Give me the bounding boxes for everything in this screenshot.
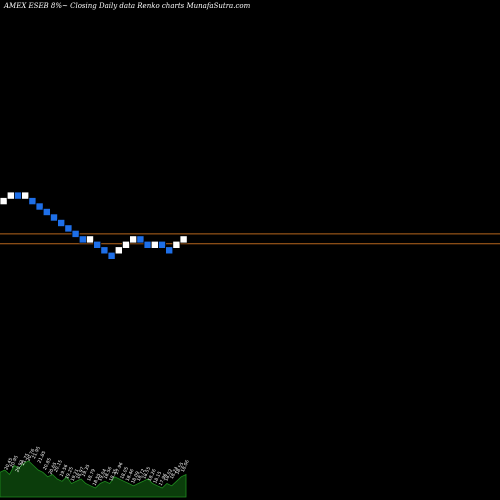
renko-bricks [0,191,188,260]
volume-label: 18.26 [147,468,158,482]
volume-label: 18.09 [130,470,141,484]
volume-label: 18.15 [152,470,163,484]
renko-brick-up [172,240,181,249]
volume-label: 19.56 [59,464,70,478]
volume-label: 20.15 [53,459,64,473]
renko-brick-down [157,240,166,249]
renko-brick-up [129,235,138,244]
renko-brick-down [100,246,109,255]
volume-label: 20.95 [9,455,20,469]
volume-label: 18.97 [75,466,86,480]
volume-label: 17.96 [114,461,125,475]
volume-label: 18.05 [119,466,130,480]
volume-label: 18.46 [125,468,136,482]
renko-brick-down [57,218,66,227]
volume-label: 21.95 [31,446,42,460]
volume-label: 21.75 [20,452,31,466]
renko-brick-up [179,235,188,244]
volume-label: 20.76 [25,448,36,462]
volume-label: 18.06 [180,459,191,473]
volume-label: 18.79 [86,468,97,482]
renko-brick-down [64,224,73,233]
volume-label: 18.55 [174,461,185,475]
renko-brick-up [0,197,8,206]
chart-title: AMEX ESEB 8%~ Closing Daily data Renko c… [4,2,251,10]
volume-label: 18.02 [163,468,174,482]
volume-label: 19.21 [70,468,81,482]
volume-label: 18.72 [136,468,147,482]
volume-label: 20.45 [3,457,14,471]
volume-area-path [0,460,187,498]
level-lines [0,233,500,245]
volume-label: 18.55 [141,466,152,480]
volume-label: 20.65 [47,461,58,475]
renko-brick-down [165,246,174,255]
renko-brick-up [21,191,30,200]
renko-brick-down [107,251,116,260]
renko-brick-down [50,213,59,222]
volume-label: 18.24 [169,466,180,480]
renko-brick-down [42,207,51,216]
renko-brick-down [28,197,37,206]
volume-label: 20.92 [14,459,25,473]
renko-brick-up [122,240,131,249]
renko-brick-down [13,191,22,200]
renko-brick-up [86,235,95,244]
volume-label: 18.56 [103,466,114,480]
volume-labels: 20.4520.9520.9221.7520.7621.9521.8520.85… [3,446,190,487]
volume-label: 19.35 [81,464,92,478]
renko-brick-down [143,240,152,249]
volume-label: 17.96 [158,473,169,487]
renko-brick-down [93,240,102,249]
renko-brick-up [150,240,159,249]
volume-label: 20.85 [42,457,53,471]
renko-brick-up [114,246,123,255]
renko-brick-down [35,202,44,211]
volume-area [0,460,187,498]
renko-brick-up [6,191,15,200]
volume-label: 21.85 [36,450,47,464]
volume-label: 19.04 [97,468,108,482]
volume-label: 19.25 [64,466,75,480]
renko-brick-down [78,235,87,244]
volume-label: 18.55 [92,473,103,487]
renko-brick-down [71,229,80,238]
renko-brick-down [136,235,145,244]
volume-label: 18.25 [108,468,119,482]
